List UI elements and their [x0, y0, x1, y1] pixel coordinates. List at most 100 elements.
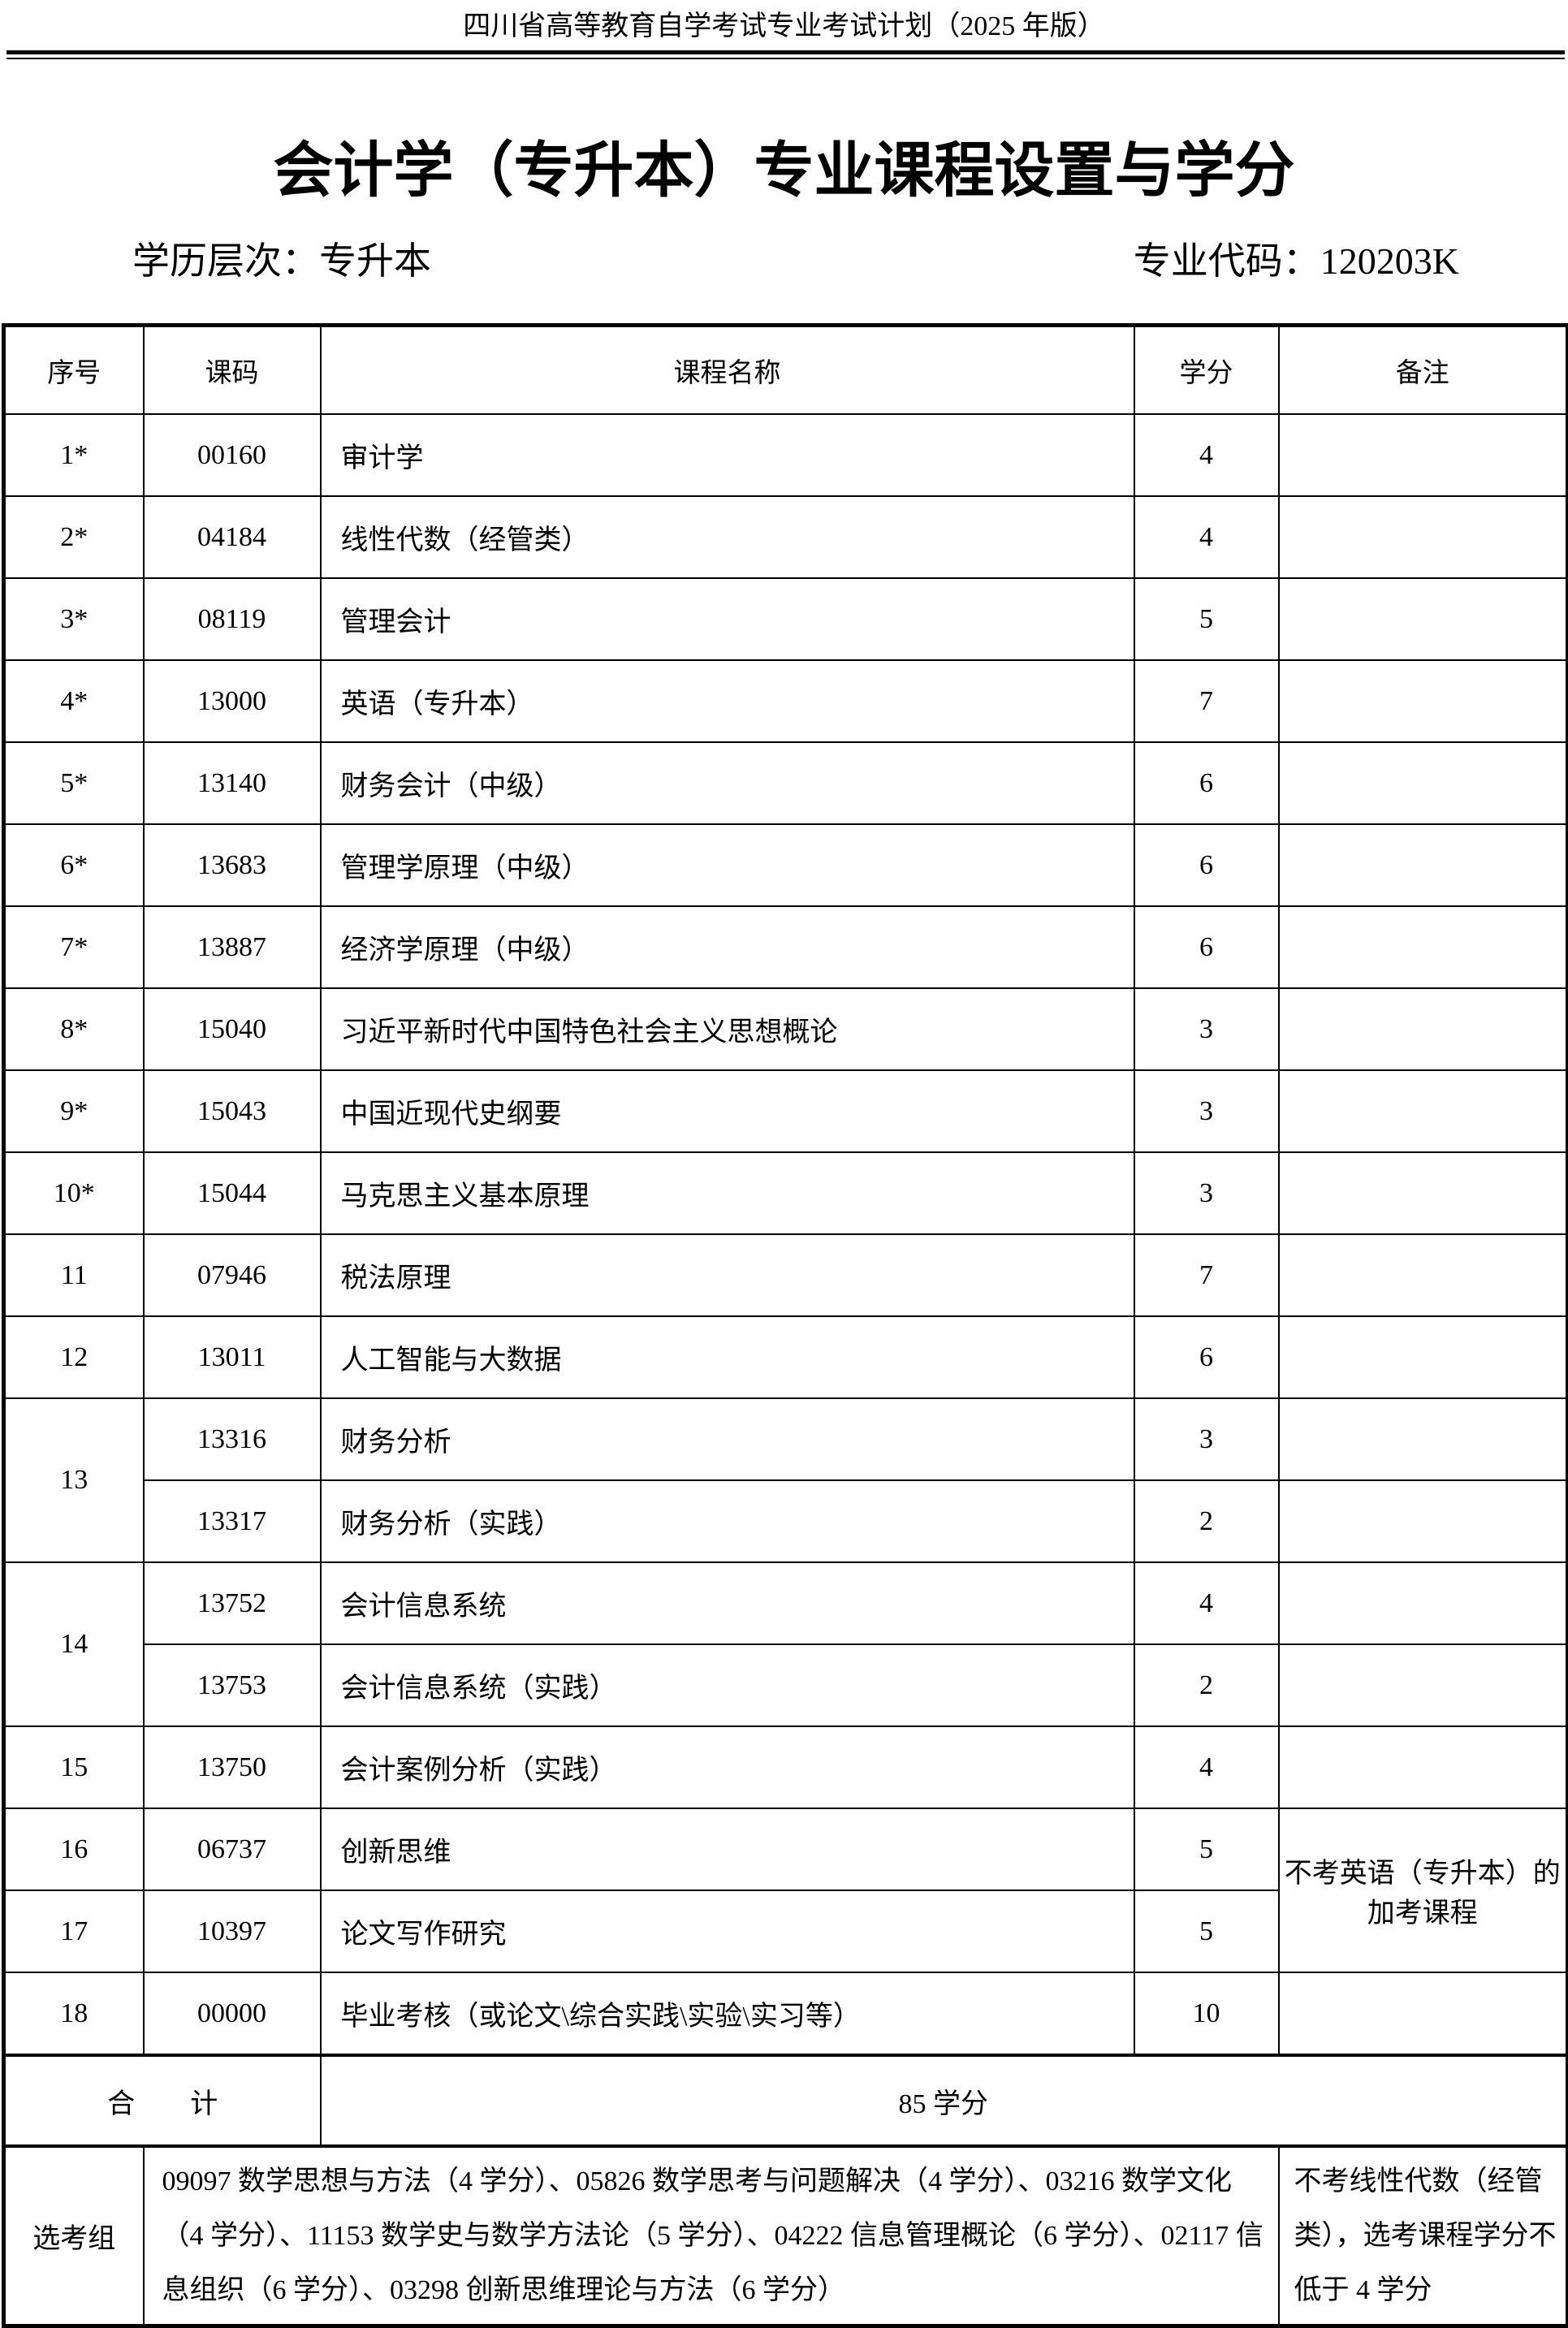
cell-note: [1277, 1151, 1568, 1235]
cell-code: 00000: [142, 1972, 322, 2056]
cell-credits: 3: [1133, 1397, 1280, 1481]
cell-note: [1277, 1479, 1568, 1563]
cell-credits: 5: [1133, 577, 1280, 661]
cell-credits: 2: [1133, 1643, 1280, 1727]
cell-note: [1277, 413, 1568, 497]
table-row: 9* 15043 中国近现代史纲要 3: [2, 1069, 1568, 1153]
elective-label: 选考组: [2, 2144, 145, 2327]
cell-note: 不考英语（专升本）的加考课程: [1277, 1808, 1568, 1973]
cell-note: [1277, 823, 1568, 907]
page-title: 会计学（专升本）专业课程设置与学分: [273, 136, 1295, 205]
cell-code: 06737: [142, 1808, 322, 1891]
table-row: 12 13011 人工智能与大数据 6: [2, 1315, 1568, 1399]
cell-note: [1277, 741, 1568, 825]
cell-credits: 5: [1133, 1808, 1280, 1891]
table-row: 10* 15044 马克思主义基本原理 3: [2, 1151, 1568, 1235]
cell-name: 会计信息系统（实践）: [319, 1643, 1135, 1727]
cell-credits: 4: [1133, 1725, 1280, 1809]
cell-seq: 1*: [2, 413, 145, 497]
cell-note: [1277, 1972, 1568, 2056]
cell-code: 13000: [142, 659, 322, 743]
cell-name: 财务会计（中级）: [319, 741, 1135, 825]
cell-credits: 6: [1133, 741, 1280, 825]
cell-seq: 13: [2, 1397, 145, 1563]
cell-code: 07946: [142, 1233, 322, 1317]
cell-seq: 5*: [2, 741, 145, 825]
table-row: 11 07946 税法原理 7: [2, 1233, 1568, 1317]
cell-credits: 5: [1133, 1890, 1280, 1973]
cell-credits: 6: [1133, 823, 1280, 907]
cell-name: 论文写作研究: [319, 1890, 1135, 1973]
cell-seq: 6*: [2, 823, 145, 907]
cell-seq: 11: [2, 1233, 145, 1317]
total-label: 合 计: [2, 2054, 322, 2147]
cell-note: [1277, 1315, 1568, 1399]
cell-name: 财务分析（实践）: [319, 1479, 1135, 1563]
cell-note: [1277, 1397, 1568, 1481]
table-row: 6* 13683 管理学原理（中级） 6: [2, 823, 1568, 907]
cell-code: 13683: [142, 823, 322, 907]
cell-seq: 12: [2, 1315, 145, 1399]
cell-name: 习近平新时代中国特色社会主义思想概论: [319, 987, 1135, 1071]
table-row: 1* 00160 审计学 4: [2, 413, 1568, 497]
cell-note: [1277, 577, 1568, 661]
cell-credits: 6: [1133, 905, 1280, 989]
cell-code: 04184: [142, 495, 322, 579]
table-row: 13 13316 财务分析 3: [2, 1397, 1568, 1563]
cell-seq: 10*: [2, 1151, 145, 1235]
table-row: 5* 13140 财务会计（中级） 6: [2, 741, 1568, 825]
cell-name: 财务分析: [319, 1397, 1135, 1481]
table-row: 3* 08119 管理会计 5: [2, 577, 1568, 661]
cell-code: 13140: [142, 741, 322, 825]
running-header: 四川省高等教育自学考试专业考试计划（2025 年版）: [463, 11, 1105, 41]
cell-code: 13887: [142, 905, 322, 989]
table-row: 14 13752 会计信息系统 4: [2, 1561, 1568, 1727]
table-row: 13317 财务分析（实践） 2: [4, 1479, 1568, 1563]
header-credits: 学分: [1133, 324, 1280, 415]
education-level: 学历层次：专升本: [132, 240, 431, 282]
course-rows: 1* 00160 审计学 4 2* 04184 线性代数（经管类） 4 3* 08119 管理会计 5…: [2, 413, 1568, 2056]
cell-name: 创新思维: [319, 1808, 1135, 1891]
cell-seq: 15: [2, 1725, 145, 1809]
header-seq: 序号: [2, 324, 145, 415]
cell-name: 经济学原理（中级）: [319, 905, 1135, 989]
cell-name: 管理学原理（中级）: [319, 823, 1135, 907]
cell-credits: 6: [1133, 1315, 1280, 1399]
cell-name: 审计学: [319, 413, 1135, 497]
cell-note: [1277, 905, 1568, 989]
cell-code: 13316: [142, 1397, 322, 1481]
cell-name: 会计案例分析（实践）: [319, 1725, 1135, 1809]
cell-credits: 4: [1133, 495, 1280, 579]
cell-name: 线性代数（经管类）: [319, 495, 1135, 579]
cell-credits: 7: [1133, 1233, 1280, 1317]
cell-code: 08119: [142, 577, 322, 661]
cell-code: 13317: [142, 1479, 322, 1563]
cell-seq: 14: [2, 1561, 145, 1727]
table-row: 13753 会计信息系统（实践） 2: [4, 1643, 1568, 1727]
table-row: 15 13750 会计案例分析（实践） 4: [2, 1725, 1568, 1809]
cell-code: 00160: [142, 413, 322, 497]
cell-code: 13750: [142, 1725, 322, 1809]
cell-code: 10397: [142, 1890, 322, 1973]
cell-note: [1277, 1725, 1568, 1809]
cell-note: [1277, 495, 1568, 579]
cell-note: [1277, 1069, 1568, 1153]
cell-seq: 18: [2, 1972, 145, 2056]
cell-code: 15043: [142, 1069, 322, 1153]
cell-seq: 16: [2, 1808, 145, 1891]
table-row: 16 06737 创新思维 5 不考英语（专升本）的加考课程: [2, 1808, 1568, 1973]
cell-code: 13011: [142, 1315, 322, 1399]
cell-note: [1277, 659, 1568, 743]
table-row: 4* 13000 英语（专升本） 7: [2, 659, 1568, 743]
table-header-row: 序号 课码 课程名称 学分 备注: [2, 324, 1568, 415]
cell-credits: 4: [1133, 1561, 1280, 1645]
cell-credits: 3: [1133, 987, 1280, 1071]
total-value: 85 学分: [319, 2054, 1568, 2147]
cell-code: 15044: [142, 1151, 322, 1235]
cell-note: [1277, 1561, 1568, 1645]
header-rule-thin: [6, 58, 1565, 59]
total-row: 合 计 85 学分: [2, 2054, 1568, 2147]
elective-row: 选考组 09097 数学思想与方法（4 学分）、05826 数学思考与问题解决（…: [2, 2144, 1568, 2327]
table-row: 17 10397 论文写作研究 5: [2, 1890, 1568, 1973]
cell-credits: 3: [1133, 1151, 1280, 1235]
